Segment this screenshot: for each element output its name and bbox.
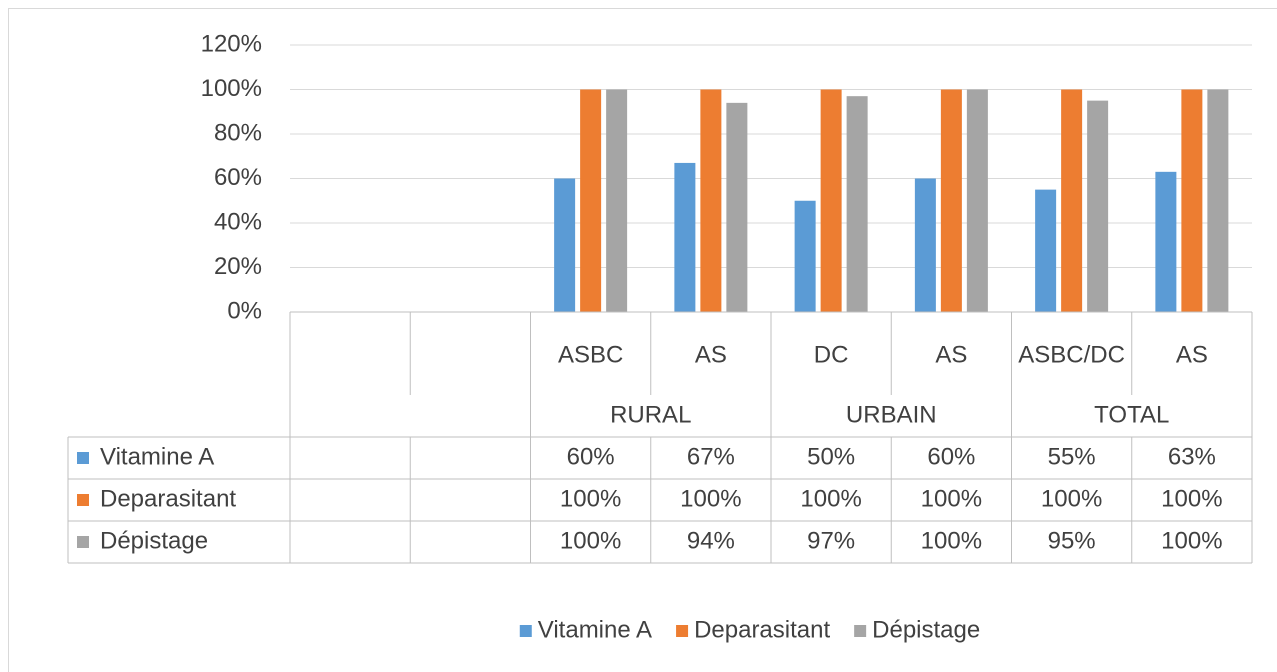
value-label: 100% [680, 485, 741, 512]
value-label: 100% [560, 485, 621, 512]
value-label: 60% [927, 443, 975, 470]
bar [846, 96, 868, 312]
row-label: Deparasitant [100, 485, 236, 512]
chart-border [8, 8, 1277, 672]
bar [700, 89, 722, 312]
value-label: 100% [1041, 485, 1102, 512]
group-label: TOTAL [1094, 401, 1169, 428]
bar [580, 89, 602, 312]
legend-key [77, 452, 89, 464]
bar [966, 89, 988, 312]
x-tick-label: AS [1176, 341, 1208, 368]
legend-key [77, 494, 89, 506]
value-label: 60% [567, 443, 615, 470]
value-label: 50% [807, 443, 855, 470]
legend-key [519, 625, 532, 637]
bar [794, 200, 816, 312]
bar [1181, 89, 1203, 312]
bar [1207, 89, 1229, 312]
bar [940, 89, 962, 312]
x-tick-label: ASBC/DC [1018, 341, 1125, 368]
x-tick-label: ASBC [558, 341, 623, 368]
legend-key [676, 625, 689, 637]
legend-label: Vitamine A [538, 616, 652, 643]
row-label: Vitamine A [100, 443, 214, 470]
legend-label: Dépistage [872, 616, 980, 643]
value-label: 63% [1168, 443, 1216, 470]
value-label: 100% [560, 527, 621, 554]
y-tick-label: 0% [227, 297, 262, 324]
value-label: 55% [1048, 443, 1096, 470]
value-label: 100% [1161, 485, 1222, 512]
bar [820, 89, 842, 312]
legend-key [77, 536, 89, 548]
y-tick-label: 20% [214, 253, 262, 280]
x-tick-label: AS [935, 341, 967, 368]
x-tick-label: AS [695, 341, 727, 368]
legend-key [854, 625, 867, 637]
value-label: 100% [1161, 527, 1222, 554]
bar [1061, 89, 1083, 312]
group-label: URBAIN [846, 401, 937, 428]
value-label: 100% [921, 527, 982, 554]
value-label: 67% [687, 443, 735, 470]
bar [674, 162, 696, 312]
bar [606, 89, 628, 312]
value-label: 95% [1048, 527, 1096, 554]
bar [554, 178, 576, 312]
legend-label: Deparasitant [694, 616, 830, 643]
value-label: 97% [807, 527, 855, 554]
value-label: 100% [921, 485, 982, 512]
group-label: RURAL [610, 401, 691, 428]
y-tick-label: 120% [201, 30, 262, 57]
value-label: 94% [687, 527, 735, 554]
bar [914, 178, 936, 312]
bar [726, 102, 748, 312]
bar [1155, 171, 1177, 312]
x-tick-label: DC [814, 341, 849, 368]
bar [1035, 189, 1057, 312]
row-label: Dépistage [100, 527, 208, 554]
bar [1087, 100, 1109, 312]
y-tick-label: 60% [214, 164, 262, 191]
y-tick-label: 80% [214, 119, 262, 146]
value-label: 100% [800, 485, 861, 512]
y-tick-label: 100% [201, 75, 262, 102]
y-tick-label: 40% [214, 208, 262, 235]
